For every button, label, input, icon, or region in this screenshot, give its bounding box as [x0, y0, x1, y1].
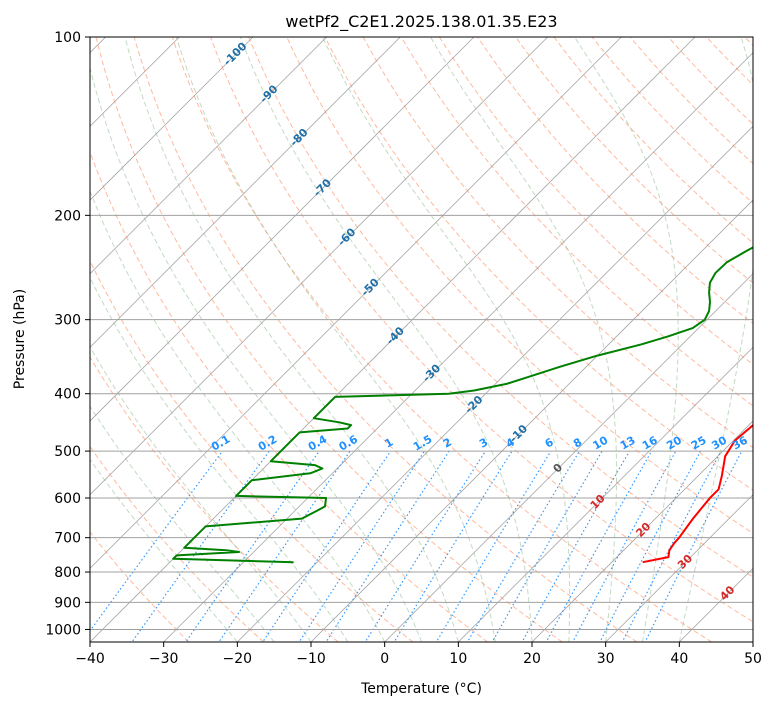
- y-tick-label: 400: [54, 387, 81, 403]
- y-tick-label: 200: [54, 208, 81, 224]
- x-tick-label: −30: [149, 651, 179, 667]
- isotherm-line: [384, 273, 753, 642]
- mixing-ratio-line: [435, 450, 552, 642]
- dry-adiabat-line: [286, 37, 753, 534]
- isotherm-line: [90, 37, 475, 422]
- x-tick-label: 10: [449, 651, 467, 667]
- mixing-ratio-line: [262, 450, 392, 642]
- y-tick-label: 300: [54, 313, 81, 329]
- x-tick-label: −40: [75, 651, 105, 667]
- moist-adiabat-line: [175, 37, 496, 642]
- mixing-ratio-line: [466, 450, 580, 642]
- mixing-ratio-line: [325, 450, 450, 642]
- moist-adiabat-line: [90, 65, 422, 642]
- mixing-ratio-line: [545, 450, 653, 642]
- y-axis: 100 200 300 400 500 600 700 800 900 1000: [45, 30, 90, 638]
- dry-adiabat-line: [90, 259, 414, 642]
- y-tick-label: 1000: [45, 622, 81, 638]
- isotherm-line: [531, 420, 753, 642]
- dewpoint-trace: [172, 246, 753, 564]
- x-tick-label: −20: [223, 651, 253, 667]
- y-tick-label: 800: [54, 565, 81, 581]
- mixing-ratio-line: [184, 450, 320, 642]
- x-tick-label: 40: [670, 651, 688, 667]
- isotherm-line: [605, 494, 753, 642]
- isotherm-line: [163, 52, 753, 642]
- dry-adiabat-line: [90, 531, 190, 642]
- mixing-ratio-line: [298, 450, 425, 642]
- dry-adiabat-line: [90, 150, 488, 642]
- dry-adiabat-line: [553, 37, 753, 244]
- moist-adiabat-line: [322, 37, 571, 642]
- dry-adiabat-lines: [90, 37, 753, 642]
- y-axis-title: Pressure (hPa): [12, 289, 28, 389]
- moist-adiabat-line: [430, 37, 617, 642]
- isotherm-line: [237, 125, 753, 642]
- dry-adiabat-line: [400, 37, 753, 407]
- moist-adiabat-line: [239, 37, 533, 642]
- sounding-series: [172, 246, 753, 564]
- x-axis-title: Temperature (°C): [360, 681, 482, 697]
- x-axis: −40 −30 −20 −10 0 10 20 30 40 50: [75, 642, 762, 667]
- isotherm-line: [90, 37, 327, 275]
- isotherm-line: [90, 37, 254, 201]
- plot-frame: [89, 36, 754, 643]
- y-tick-label: 900: [54, 595, 81, 611]
- dry-adiabat-line: [210, 37, 753, 623]
- dry-adiabat-line: [591, 37, 753, 204]
- dry-adiabat-line: [438, 37, 753, 365]
- isotherm-lines: [90, 37, 753, 642]
- moist-adiabat-lines: [90, 37, 753, 642]
- isotherm-line: [90, 37, 622, 569]
- isotherm-line: [90, 37, 548, 496]
- moist-adiabat-line: [90, 405, 275, 642]
- y-tick-label: 700: [54, 531, 81, 547]
- chart-title: wetPf2_C2E1.2025.138.01.35.E23: [285, 12, 557, 32]
- x-tick-label: 30: [597, 651, 615, 667]
- mixing-ratio-lines: [90, 450, 743, 642]
- moist-adiabat-line: [574, 37, 679, 642]
- dry-adiabat-line: [324, 37, 753, 491]
- mixing-ratio-line: [491, 450, 603, 642]
- temperature-trace: [642, 423, 753, 564]
- moist-adiabat-line: [90, 458, 238, 642]
- mixing-ratio-line: [218, 450, 351, 642]
- dry-adiabat-line: [477, 37, 753, 325]
- x-tick-label: −10: [296, 651, 326, 667]
- mixing-ratio-line: [131, 450, 270, 642]
- y-tick-label: 500: [54, 444, 81, 460]
- dry-adiabat-line: [95, 37, 563, 642]
- dry-adiabat-line: [133, 37, 638, 642]
- y-tick-label: 600: [54, 491, 81, 507]
- moist-adiabat-line: [124, 37, 459, 642]
- y-tick-label: 100: [54, 30, 81, 46]
- isotherm-line: [458, 346, 753, 642]
- mixing-ratio-line: [644, 450, 743, 642]
- dry-adiabat-line: [362, 37, 753, 449]
- moist-adiabat-line: [90, 345, 312, 642]
- x-tick-label: 0: [380, 651, 389, 667]
- moist-adiabat-line: [678, 37, 753, 642]
- dry-adiabat-line: [171, 37, 712, 642]
- moist-adiabat-line: [90, 189, 386, 642]
- pressure-gridlines: [90, 37, 753, 630]
- dry-adiabat-line: [248, 37, 753, 578]
- x-tick-label: 20: [523, 651, 541, 667]
- moist-adiabat-line: [90, 276, 349, 642]
- isotherm-line: [90, 37, 401, 348]
- x-tick-label: 50: [744, 651, 762, 667]
